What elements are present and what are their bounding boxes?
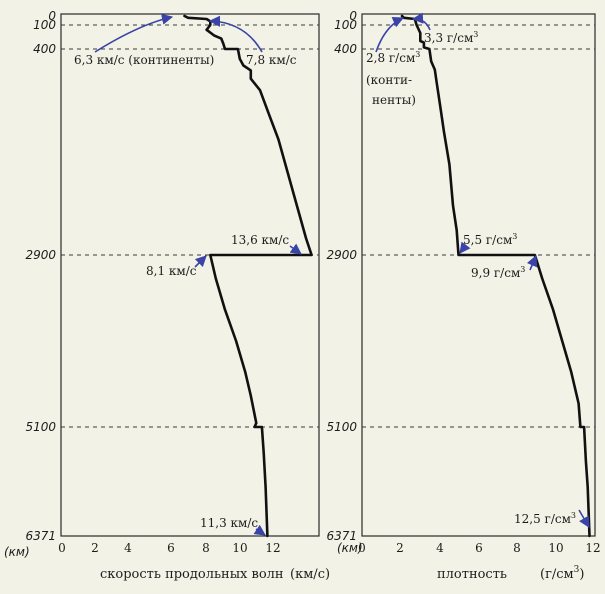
density-y-unit: (км) (337, 541, 363, 555)
density-annotation-crust: 2,8 г/см3 (366, 50, 420, 65)
x-tick-label: 4 (124, 541, 132, 555)
velocity-annotation-crust: 6,3 км/с (континенты) (74, 53, 214, 67)
depth-tick-label: 5100 (326, 420, 357, 434)
velocity-arrow-outer-core (194, 255, 207, 268)
depth-tick-label: 0 (349, 9, 357, 23)
velocity-x-unit: (км/с) (290, 567, 330, 582)
density-series (400, 14, 591, 538)
x-tick-label: 6 (167, 541, 175, 555)
depth-tick-label: 2900 (25, 248, 56, 262)
density-x-unit: (г/см3) (540, 565, 584, 582)
depth-tick-label: 400 (334, 42, 357, 56)
velocity-x-axis-label: скорость продольных волн (100, 567, 284, 582)
x-tick-label: 6 (475, 541, 483, 555)
x-tick-label: 0 (58, 541, 66, 555)
density-arrow-mantle-base (459, 241, 471, 254)
depth-tick-label: 5100 (25, 420, 56, 434)
density-annotation-upper-mantle: 3,3 г/см3 (424, 30, 478, 45)
density-annotation-outer-core: 9,9 г/см3 (471, 265, 525, 280)
depth-tick-label: 100 (33, 18, 56, 32)
density-annotation-inner-core: 12,5 г/см3 (514, 511, 576, 526)
x-tick-label: 10 (548, 541, 563, 555)
velocity-arrow-inner-core (253, 524, 266, 536)
depth-tick-label: 6371 (25, 529, 56, 543)
depth-tick-label: 100 (334, 18, 357, 32)
velocity-annotation-mantle-base: 13,6 км/с (231, 233, 289, 247)
velocity-arrow-moho (208, 15, 263, 53)
velocity-y-unit: (км) (4, 545, 30, 559)
density-annotation-crust-note-1: (конти- (366, 73, 412, 87)
density-reference-lines (362, 24, 595, 428)
velocity-annotation-inner-core: 11,3 км/с (200, 516, 258, 530)
x-tick-label: 4 (436, 541, 444, 555)
density-annotation-mantle-base: 5,5 г/см3 (463, 232, 517, 247)
density-annotation-crust-note-2: ненты) (372, 93, 416, 107)
density-arrow-crust (375, 16, 405, 53)
x-tick-label: 12 (585, 541, 600, 555)
velocity-x-tick-labels: 0 2 4 6 8 10 12 (58, 541, 280, 555)
density-arrow-outer-core (526, 254, 538, 271)
density-arrow-inner-core (578, 509, 590, 528)
velocity-reference-lines (61, 24, 319, 428)
velocity-plot-frame (60, 13, 320, 537)
velocity-arrow-crust (94, 13, 174, 53)
depth-tick-label: 400 (33, 42, 56, 56)
x-tick-label: 0 (358, 541, 366, 555)
depth-tick-label: 6371 (326, 529, 357, 543)
velocity-profile-line (183, 14, 313, 538)
density-arrow-upper-mantle (411, 12, 431, 31)
density-x-tick-labels: 0 2 4 6 8 10 12 (358, 541, 600, 555)
x-tick-label: 10 (232, 541, 247, 555)
x-tick-label: 2 (396, 541, 404, 555)
density-profile-line (400, 14, 591, 538)
depth-tick-label: 0 (48, 9, 56, 23)
density-x-axis-label: плотность (437, 567, 507, 582)
x-tick-label: 12 (265, 541, 280, 555)
depth-tick-label: 2900 (326, 248, 357, 262)
x-tick-label: 2 (91, 541, 99, 555)
velocity-annotation-outer-core: 8,1 км/с (146, 264, 197, 278)
velocity-series (183, 14, 313, 538)
velocity-annotation-moho: 7,8 км/с (246, 53, 297, 67)
velocity-arrow-mantle-base (289, 243, 302, 255)
x-tick-label: 8 (202, 541, 210, 555)
density-plot-frame (361, 13, 596, 537)
x-tick-label: 8 (513, 541, 521, 555)
